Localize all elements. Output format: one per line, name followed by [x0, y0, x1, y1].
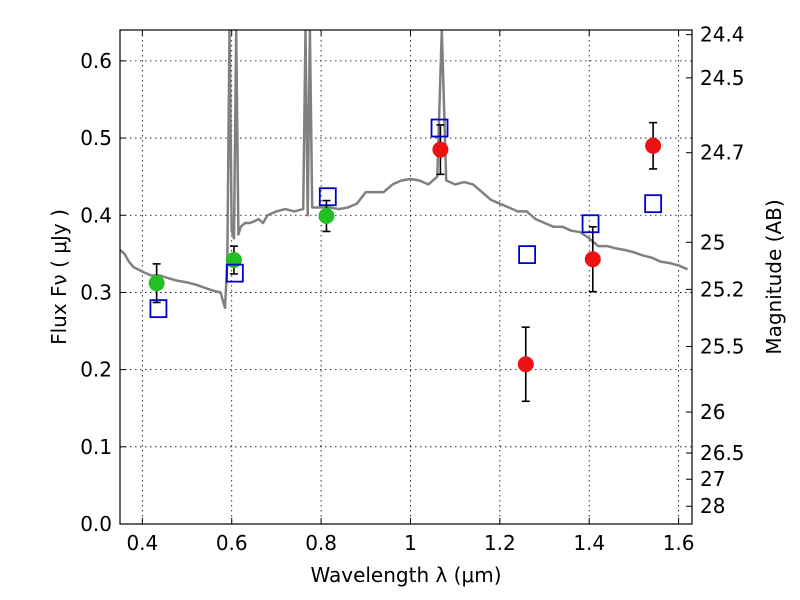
red-data-point — [584, 251, 601, 268]
model-photometry-box — [149, 299, 168, 319]
y2-axis-label: Magnitude (AB) — [762, 199, 786, 354]
axis-ticks: 0.4 0.6 0.8 1 1.2 1.4 1.6 0.0 0.1 0.2 0.3 0.4 0.5 0.6… — [80, 23, 744, 555]
y2-tick-label: 26 — [700, 400, 725, 424]
x-tick-label: 0.6 — [216, 531, 248, 555]
x-tick-label: 1.4 — [573, 531, 605, 555]
x-tick-label: 0.4 — [126, 531, 158, 555]
model-photometry-box — [581, 214, 600, 234]
data-points-layer — [148, 118, 663, 403]
x-tick-label: 1 — [404, 531, 417, 555]
y-tick-label: 0.2 — [80, 358, 112, 382]
model-photometry-box — [318, 187, 337, 207]
model-photometry-box — [518, 245, 537, 265]
green-data-point — [148, 275, 165, 292]
model-spectrum-line — [120, 30, 689, 310]
y2-tick-label: 28 — [700, 494, 725, 518]
y-tick-label: 0.4 — [80, 203, 112, 227]
model-spectrum-layer — [120, 30, 689, 310]
red-data-point — [432, 141, 449, 158]
model-photometry-box — [644, 194, 663, 214]
y-tick-label: 0.3 — [80, 280, 112, 304]
y2-tick-label: 26.5 — [700, 441, 745, 465]
green-data-point — [225, 252, 242, 269]
y-axis-label: Flux Fν ( μJy ) — [47, 209, 71, 345]
y-tick-label: 0.6 — [80, 49, 112, 73]
green-data-point — [318, 208, 335, 225]
y2-tick-label: 27 — [700, 467, 725, 491]
x-tick-label: 1.6 — [663, 531, 695, 555]
red-data-point — [517, 356, 534, 373]
model-photometry-box — [430, 118, 449, 138]
y-tick-label: 0.5 — [80, 126, 112, 150]
y2-tick-label: 25.5 — [700, 334, 745, 358]
plot-frame — [119, 29, 693, 525]
y2-tick-label: 25 — [700, 230, 725, 254]
y-tick-label: 0.1 — [80, 435, 112, 459]
y-tick-label: 0.0 — [80, 512, 112, 536]
grid-lines — [120, 30, 692, 525]
model-photometry-box — [225, 263, 244, 283]
y2-tick-label: 24.7 — [700, 141, 745, 165]
x-tick-label: 0.8 — [305, 531, 337, 555]
y2-tick-label: 25.2 — [700, 277, 745, 301]
x-tick-label: 1.2 — [484, 531, 516, 555]
red-data-point — [645, 137, 662, 154]
y2-tick-label: 24.4 — [700, 23, 745, 47]
y2-tick-label: 24.5 — [700, 66, 745, 90]
x-axis-label: Wavelength λ (μm) — [310, 563, 501, 587]
